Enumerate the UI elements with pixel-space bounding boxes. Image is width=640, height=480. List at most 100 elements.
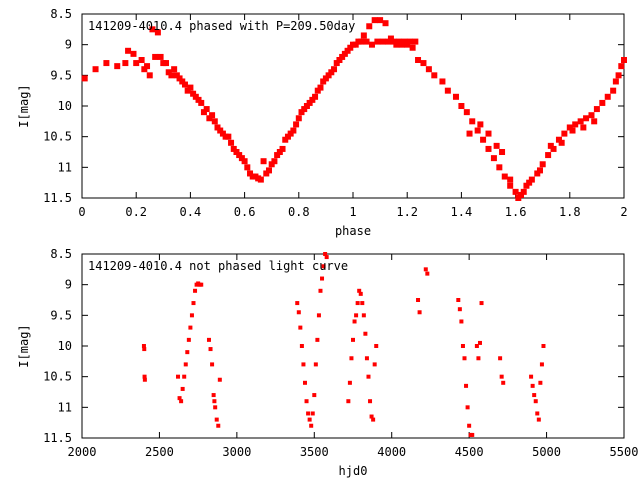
- phased-data-point: [317, 84, 324, 91]
- unphased-data-point: [306, 411, 311, 416]
- phased-data-point: [268, 161, 275, 168]
- unphased-data-point: [180, 386, 185, 391]
- phased-data-point: [396, 38, 403, 45]
- unphased-data-point: [363, 331, 368, 336]
- phased-data-point: [490, 155, 497, 162]
- phased-data-point: [247, 170, 254, 177]
- unphased-data-point: [536, 417, 541, 422]
- phased-data-point: [390, 38, 397, 45]
- unphased-data-point: [191, 301, 196, 306]
- phased-data-point: [493, 142, 500, 149]
- phased-data-point: [347, 44, 354, 51]
- phased-data-point: [588, 112, 595, 119]
- phased-data-point: [203, 106, 210, 113]
- phased-data-point: [287, 130, 294, 137]
- unphased-data-point: [212, 399, 217, 404]
- phased-data-point: [211, 118, 218, 125]
- phased-data-point: [409, 44, 416, 51]
- phased-data-point: [452, 93, 459, 100]
- unphased-y-axis-ticks: 8.5 9 9.5 10 10.5 11 11.5: [43, 247, 624, 445]
- unphased-data-point: [179, 399, 184, 404]
- unphased-data-point: [538, 380, 543, 385]
- unphased-data-point: [141, 344, 146, 348]
- phased-data-point: [474, 127, 481, 134]
- phased-data-point: [103, 60, 110, 67]
- unphased-x-tick-label: 3500: [300, 445, 329, 459]
- phased-data-point: [444, 87, 451, 94]
- unphased-data-point: [354, 313, 359, 318]
- unphased-data-point: [533, 399, 538, 404]
- unphased-data-point: [323, 252, 328, 256]
- phased-data-point: [163, 60, 170, 67]
- phased-data-point: [536, 167, 543, 174]
- unphased-data-point: [457, 307, 462, 312]
- phased-y-tick-label: 8.5: [50, 7, 72, 21]
- phased-data-point: [238, 155, 245, 162]
- unphased-x-tick-label: 2500: [145, 445, 174, 459]
- phased-data-point: [249, 173, 256, 180]
- phased-data-point: [566, 124, 573, 131]
- unphased-data-point: [369, 414, 374, 419]
- unphased-data-point: [459, 319, 464, 324]
- phased-data-point: [244, 164, 251, 171]
- unphased-x-tick-label: 5500: [610, 445, 639, 459]
- unphased-light-curve-panel: 8.5 9 9.5 10 10.5 11 11.5 2000 2500 3000 3500 4000…: [17, 247, 638, 478]
- phased-data-point: [152, 53, 159, 60]
- phased-x-tick-label: 0.6: [234, 205, 256, 219]
- unphased-data-point: [313, 362, 318, 367]
- unphased-data-point: [321, 264, 326, 269]
- unphased-data-point: [307, 417, 312, 422]
- unphased-x-tick-label: 2000: [68, 445, 97, 459]
- phased-data-point: [366, 23, 373, 30]
- phased-data-point: [610, 87, 617, 94]
- unphased-y-tick-label: 8.5: [50, 247, 72, 261]
- phased-data-point: [360, 32, 367, 39]
- phased-data-point: [501, 173, 508, 180]
- phased-data-point: [336, 57, 343, 63]
- phased-data-point: [406, 38, 413, 45]
- unphased-data-point: [302, 380, 307, 385]
- phased-data-point: [363, 38, 370, 45]
- phased-data-point: [271, 158, 278, 165]
- unphased-data-point: [541, 344, 546, 348]
- unphased-data-point: [499, 374, 504, 379]
- unphased-data-point: [176, 374, 181, 379]
- unphased-data-point: [295, 301, 300, 306]
- phased-data-point: [125, 47, 132, 54]
- phased-data-point: [512, 188, 519, 195]
- unphased-data-point: [188, 325, 193, 330]
- phased-data-points: [81, 17, 627, 201]
- phased-y-tick-label: 11.5: [43, 191, 72, 205]
- phased-light-curve-panel: 8.5 9 9.5 10 10.5 11 11.5 0 0.2 0.4 0.6 0.8 1 1.2 1.4…: [17, 7, 628, 238]
- phased-data-point: [507, 176, 514, 183]
- phased-data-point: [477, 121, 484, 128]
- phased-data-point: [168, 72, 175, 79]
- phased-data-point: [133, 60, 140, 67]
- unphased-data-point: [479, 301, 484, 306]
- unphased-data-point: [539, 362, 544, 367]
- unphased-data-point: [309, 423, 314, 428]
- unphased-data-point: [351, 337, 355, 342]
- phased-data-point: [523, 182, 530, 189]
- phased-data-point: [192, 93, 199, 100]
- phased-data-point: [181, 81, 188, 88]
- unphased-x-tick-label: 3000: [222, 445, 251, 459]
- unphased-x-axis-label: hjd0: [339, 464, 368, 478]
- phased-data-point: [176, 75, 183, 82]
- unphased-data-point: [318, 288, 323, 293]
- unphased-data-point: [298, 325, 303, 330]
- phased-data-point: [580, 124, 587, 131]
- phased-y-tick-label: 9: [65, 38, 72, 52]
- phased-data-point: [228, 139, 235, 146]
- phased-data-point: [379, 38, 386, 45]
- phased-data-point: [339, 53, 346, 60]
- phased-data-point: [325, 72, 332, 79]
- phased-data-point: [209, 112, 216, 119]
- phased-data-point: [621, 57, 627, 63]
- phased-data-point: [599, 99, 606, 106]
- unphased-data-point: [416, 298, 421, 302]
- phased-data-point: [463, 109, 470, 116]
- phased-data-point: [520, 188, 527, 195]
- phased-data-point: [591, 118, 598, 125]
